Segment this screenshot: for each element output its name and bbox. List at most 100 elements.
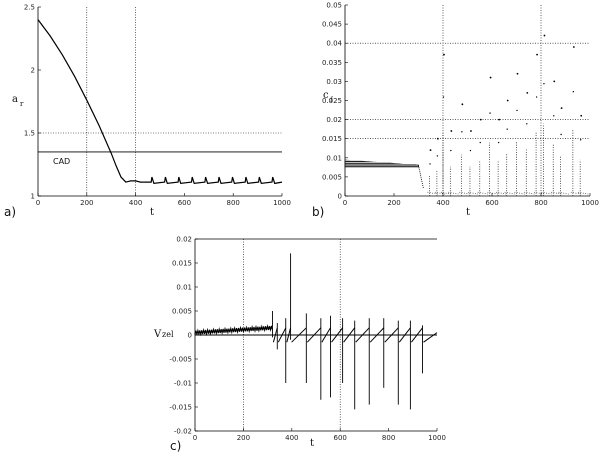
- ytick-label-c-6: 0.01: [176, 284, 192, 292]
- spike-peak-b-10: [516, 72, 519, 75]
- spike-base-b-0: [427, 191, 438, 195]
- ytick-label-a-1: 1.5: [24, 130, 35, 138]
- spike-peak-b-13: [543, 34, 546, 37]
- xtick-label-b-2: 400: [436, 199, 449, 207]
- spike-base-b-15: [558, 191, 569, 195]
- xtick-label-b-5: 1000: [581, 199, 599, 207]
- spike-mid-b-8: [497, 141, 500, 144]
- spike-mid-b-5: [469, 149, 472, 152]
- ylabel-sub-c: zel: [162, 330, 174, 339]
- series-line-c: [272, 327, 438, 343]
- ylabel-a: a: [12, 94, 18, 105]
- xtick-label-c-3: 600: [334, 434, 347, 442]
- spike-mid-b-13: [543, 82, 545, 85]
- spike-mid-b-10: [516, 109, 518, 112]
- spike-base-b-12: [534, 191, 545, 195]
- spike-peak-b-15: [560, 107, 563, 110]
- ytick-label-a-2: 2: [31, 67, 35, 75]
- xtick-label-b-3: 600: [485, 199, 498, 207]
- xtick-label-b-4: 800: [534, 199, 547, 207]
- ytick-label-b-2: 0.01: [326, 154, 342, 162]
- xlabel-c: t: [310, 438, 314, 449]
- ytick-label-b-0: 0: [338, 193, 342, 201]
- spike-base-b-13: [541, 191, 552, 195]
- spike-peak-b-1: [436, 137, 439, 140]
- xtick-label-a-0: 0: [36, 199, 40, 207]
- spike-peak-b-5: [470, 130, 472, 132]
- ylabel-b: c: [323, 90, 329, 101]
- spike-base-b-9: [504, 191, 515, 195]
- ytick-label-b-3: 0.015: [322, 135, 342, 143]
- spike-mid-b-0: [429, 163, 431, 165]
- ytick-label-b-7: 0.035: [322, 59, 342, 67]
- spike-mid-b-17: [580, 139, 582, 141]
- xtick-label-c-5: 1000: [428, 434, 446, 442]
- spike-mid-b-11: [526, 123, 528, 125]
- spike-mid-b-2: [442, 96, 445, 98]
- ytick-label-c-5: 0.005: [172, 308, 192, 316]
- spike-peak-b-17: [580, 114, 583, 117]
- xtick-label-a-2: 400: [129, 199, 142, 207]
- ytick-label-b-5: 0.025: [322, 97, 342, 105]
- spike-peak-b-16: [572, 46, 575, 48]
- xtick-label-a-3: 600: [178, 199, 191, 207]
- spike-base-b-5: [467, 191, 479, 195]
- spike-peak-b-11: [526, 91, 529, 94]
- ytick-label-b-8: 0.04: [326, 40, 342, 48]
- xlabel-a: t: [150, 207, 154, 218]
- xlabel-b: t: [466, 207, 470, 218]
- spike-peak-b-0: [429, 149, 432, 152]
- xtick-label-c-4: 800: [382, 434, 395, 442]
- ytick-label-b-1: 0.005: [322, 173, 342, 181]
- spike-mid-b-14: [553, 115, 555, 117]
- ylabel-sub-a: r: [20, 100, 24, 108]
- spike-mid-b-9: [506, 128, 508, 130]
- baseline-c: [194, 324, 273, 337]
- spike-mid-b-4: [461, 131, 463, 133]
- ytick-label-b-9: 0.045: [322, 21, 342, 29]
- spike-base-b-11: [524, 191, 535, 195]
- spike-base-b-16: [570, 191, 581, 195]
- ytick-label-c-2: -0.01: [174, 380, 192, 388]
- spike-base-b-4: [459, 191, 470, 195]
- spike-mid-b-6: [479, 141, 481, 144]
- xtick-label-c-0: 0: [193, 434, 197, 442]
- spike-base-b-7: [487, 191, 498, 195]
- spike-base-b-6: [477, 191, 488, 195]
- spike-mid-b-7: [489, 112, 491, 114]
- spike-mid-b-1: [436, 155, 439, 157]
- xtick-label-b-0: 0: [343, 199, 347, 207]
- ytick-label-c-7: 0.015: [172, 260, 192, 268]
- ytick-label-b-10: 0.05: [326, 2, 342, 10]
- spike-base-b-3: [448, 191, 459, 195]
- xtick-label-b-1: 200: [387, 199, 400, 207]
- ytick-label-b-6: 0.03: [326, 78, 342, 86]
- cad-label: CAD: [53, 157, 70, 166]
- xtick-label-c-2: 400: [285, 434, 298, 442]
- plot-b: 0 200 400 600 800 1000 0 0.005 0.01 0.015 0.02 0.02…: [322, 2, 599, 208]
- ytick-label-b-4: 0.02: [326, 116, 342, 124]
- xtick-label-a-5: 1000: [273, 199, 291, 207]
- xtick-label-a-1: 200: [80, 199, 93, 207]
- spike-base-b-14: [551, 191, 562, 195]
- ytick-label-c-4: 0: [188, 332, 192, 340]
- panel-label-c: c): [170, 439, 181, 453]
- plot-c: 0 200 400 600 800 1000 -0.02 -0.015 -0.01 -0.005 0…: [169, 236, 445, 443]
- spike-peak-b-2: [443, 53, 445, 56]
- spike-mid-b-15: [560, 133, 562, 136]
- ylabel-sub-b: f: [330, 96, 334, 104]
- ytick-label-c-0: -0.02: [174, 428, 192, 436]
- spike-base-b-2: [440, 191, 452, 195]
- panel-label-b: b): [312, 205, 324, 219]
- spike-base-b-1: [434, 191, 445, 195]
- ylabel-c: V: [153, 329, 162, 340]
- ytick-label-c-1: -0.015: [169, 404, 192, 412]
- ytick-label-c-3: -0.005: [169, 356, 192, 364]
- xtick-label-c-1: 200: [237, 434, 250, 442]
- spike-mid-b-3: [450, 149, 452, 152]
- spike-peak-b-8: [498, 118, 501, 121]
- band-b: [344, 159, 419, 168]
- spike-peak-b-6: [479, 118, 482, 121]
- spike-base-b-8: [496, 191, 507, 195]
- ytick-label-c-8: 0.02: [176, 236, 192, 244]
